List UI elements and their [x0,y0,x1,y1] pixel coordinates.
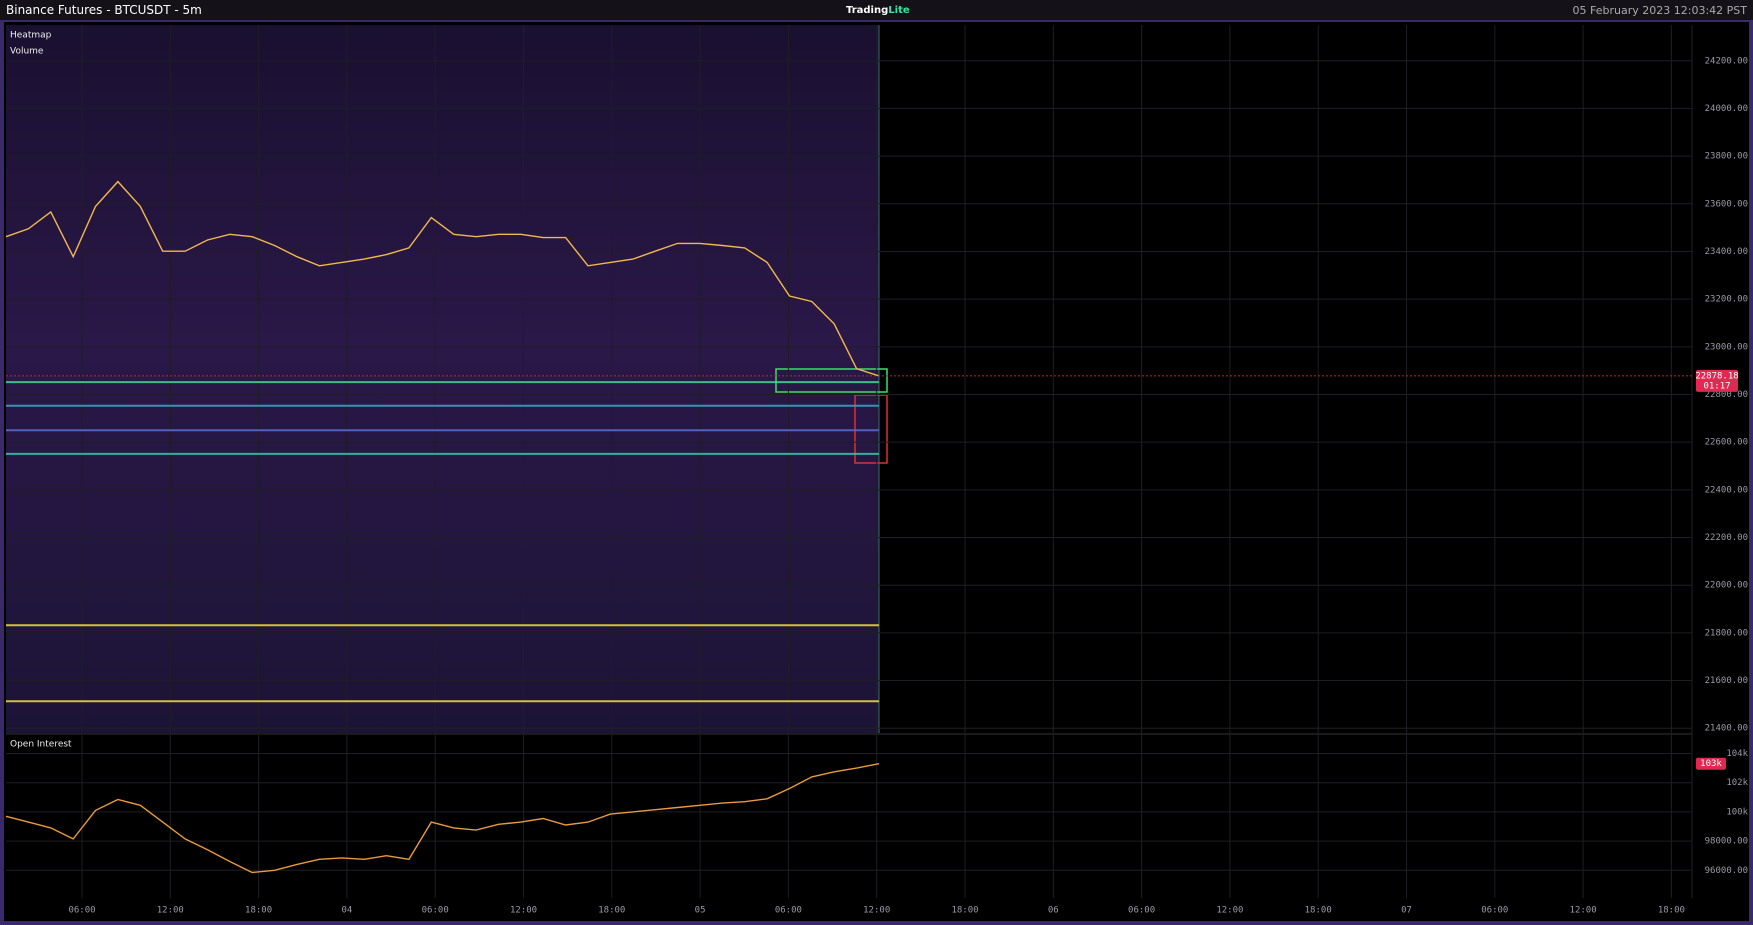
x-tick-label: 06:00 [775,906,802,916]
annotation-box [854,394,888,464]
y-tick-label: 104k [1726,749,1748,759]
y-tick-label: 23800.00 [1705,152,1748,162]
y-tick-label: 23400.00 [1705,247,1748,257]
x-tick-label: 06:00 [422,906,449,916]
countdown-label: 01:17 [1703,381,1730,391]
x-tick-label: 18:00 [1658,906,1685,916]
x-tick-label: 12:00 [157,906,184,916]
x-tick-label: 18:00 [245,906,272,916]
x-tick-label: 12:00 [863,906,890,916]
x-tick-label: 06 [1048,906,1059,916]
price-line [5,180,880,377]
x-tick-label: 04 [341,906,352,916]
y-tick-label: 22600.00 [1705,438,1748,448]
x-tick-label: 05 [695,906,706,916]
annotation-box [775,368,888,393]
y-tick-label: 23000.00 [1705,342,1748,352]
x-tick-label: 06:00 [1128,906,1155,916]
y-tick-label: 22400.00 [1705,485,1748,495]
x-tick-label: 18:00 [951,906,978,916]
datetime: 05 February 2023 12:03:42 PST [1572,4,1747,17]
y-tick-label: 21400.00 [1705,724,1748,734]
y-tick-label: 24200.00 [1705,56,1748,66]
x-tick-label: 18:00 [598,906,625,916]
y-tick-label: 21600.00 [1705,676,1748,686]
x-tick-label: 18:00 [1305,906,1332,916]
y-tick-label: 22000.00 [1705,581,1748,591]
x-tick-label: 12:00 [1570,906,1597,916]
logo-text: Lite [888,5,910,16]
indicator-label: Volume [10,47,44,57]
y-tick-label: 102k [1726,778,1748,788]
y-tick-label: 24000.00 [1705,104,1748,114]
y-tick-label: 22200.00 [1705,533,1748,543]
y-tick-label: 22800.00 [1705,390,1748,400]
top-bar: Binance Futures - BTCUSDT - 5m TradingLi… [0,0,1753,22]
x-tick-label: 12:00 [510,906,537,916]
y-tick-label: 98000.00 [1705,837,1748,847]
y-tick-label: 100k [1726,807,1748,817]
symbol-title: Binance Futures - BTCUSDT - 5m [6,3,202,17]
oi-tag [1696,757,1726,770]
oi-last-label: 103k [1700,759,1722,769]
x-tick-label: 07 [1401,906,1412,916]
price-line [5,763,880,874]
x-tick-label: 12:00 [1216,906,1243,916]
indicator-label: Heatmap [10,31,52,41]
y-tick-label: 23600.00 [1705,199,1748,209]
heatmap-area [6,25,879,733]
logo-text: Trading [846,5,889,16]
y-tick-label: 23200.00 [1705,295,1748,305]
y-tick-label: 96000.00 [1705,866,1748,876]
price-tag [1696,369,1738,392]
last-price-label: 22878.18 [1695,371,1738,381]
x-tick-label: 06:00 [1481,906,1508,916]
pane-title: Open Interest [10,740,72,750]
logo: TradingLite [846,5,910,16]
y-tick-label: 21800.00 [1705,628,1748,638]
x-tick-label: 06:00 [68,906,95,916]
